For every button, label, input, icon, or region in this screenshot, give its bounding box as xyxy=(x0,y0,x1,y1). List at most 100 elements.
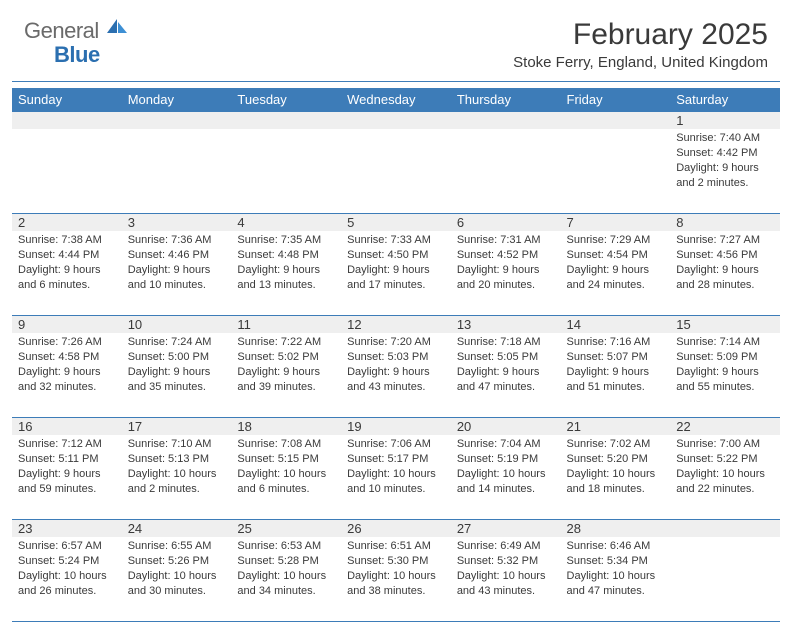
daynum-row: 232425262728 xyxy=(12,520,780,537)
day-info-line: Daylight: 10 hours and 26 minutes. xyxy=(18,569,118,599)
daynum-row: 1 xyxy=(12,112,780,129)
calendar: Sunday Monday Tuesday Wednesday Thursday… xyxy=(0,82,792,622)
day-number: 8 xyxy=(670,214,780,231)
day-info-line: Daylight: 9 hours and 39 minutes. xyxy=(237,365,337,395)
week-row: Sunrise: 6:57 AMSunset: 5:24 PMDaylight:… xyxy=(12,537,780,622)
day-cell: Sunrise: 7:14 AMSunset: 5:09 PMDaylight:… xyxy=(670,333,780,417)
week-row: Sunrise: 7:40 AMSunset: 4:42 PMDaylight:… xyxy=(12,129,780,214)
day-info-line: Daylight: 10 hours and 47 minutes. xyxy=(567,569,667,599)
weekday-header: Monday xyxy=(122,88,232,112)
weekday-header: Tuesday xyxy=(231,88,341,112)
day-number: 2 xyxy=(12,214,122,231)
day-cell: Sunrise: 7:29 AMSunset: 4:54 PMDaylight:… xyxy=(561,231,671,315)
brand-part2: Blue xyxy=(54,42,100,68)
day-info-line: Daylight: 9 hours and 2 minutes. xyxy=(676,161,776,191)
day-info-line: Sunset: 5:24 PM xyxy=(18,554,118,569)
day-number: 7 xyxy=(561,214,671,231)
day-info-line: Sunset: 5:28 PM xyxy=(237,554,337,569)
day-cell: Sunrise: 7:35 AMSunset: 4:48 PMDaylight:… xyxy=(231,231,341,315)
day-number: 17 xyxy=(122,418,232,435)
day-info-line: Sunrise: 7:04 AM xyxy=(457,437,557,452)
day-number xyxy=(341,112,451,129)
day-number: 24 xyxy=(122,520,232,537)
weekday-header-row: Sunday Monday Tuesday Wednesday Thursday… xyxy=(12,88,780,112)
day-info-line: Sunrise: 7:33 AM xyxy=(347,233,447,248)
day-info-line: Sunrise: 7:24 AM xyxy=(128,335,228,350)
day-info-line: Sunrise: 7:36 AM xyxy=(128,233,228,248)
day-cell: Sunrise: 6:49 AMSunset: 5:32 PMDaylight:… xyxy=(451,537,561,621)
day-cell xyxy=(122,129,232,213)
location-text: Stoke Ferry, England, United Kingdom xyxy=(513,54,768,71)
day-cell: Sunrise: 7:26 AMSunset: 4:58 PMDaylight:… xyxy=(12,333,122,417)
day-cell: Sunrise: 7:24 AMSunset: 5:00 PMDaylight:… xyxy=(122,333,232,417)
day-info-line: Sunrise: 6:49 AM xyxy=(457,539,557,554)
day-cell: Sunrise: 7:04 AMSunset: 5:19 PMDaylight:… xyxy=(451,435,561,519)
day-cell: Sunrise: 7:16 AMSunset: 5:07 PMDaylight:… xyxy=(561,333,671,417)
day-number: 14 xyxy=(561,316,671,333)
daynum-row: 16171819202122 xyxy=(12,418,780,435)
day-info-line: Sunset: 4:56 PM xyxy=(676,248,776,263)
day-info-line: Sunset: 4:54 PM xyxy=(567,248,667,263)
day-info-line: Daylight: 9 hours and 20 minutes. xyxy=(457,263,557,293)
day-number: 26 xyxy=(341,520,451,537)
day-number: 21 xyxy=(561,418,671,435)
day-info-line: Sunset: 4:50 PM xyxy=(347,248,447,263)
day-info-line: Daylight: 9 hours and 6 minutes. xyxy=(18,263,118,293)
day-info-line: Daylight: 10 hours and 14 minutes. xyxy=(457,467,557,497)
day-info-line: Sunset: 5:07 PM xyxy=(567,350,667,365)
day-info-line: Sunrise: 6:53 AM xyxy=(237,539,337,554)
weekday-header: Thursday xyxy=(451,88,561,112)
day-number: 16 xyxy=(12,418,122,435)
day-cell xyxy=(670,537,780,621)
day-info-line: Sunrise: 6:57 AM xyxy=(18,539,118,554)
day-info-line: Sunset: 4:58 PM xyxy=(18,350,118,365)
weekday-header: Sunday xyxy=(12,88,122,112)
day-cell xyxy=(561,129,671,213)
day-cell: Sunrise: 7:38 AMSunset: 4:44 PMDaylight:… xyxy=(12,231,122,315)
week-row: Sunrise: 7:26 AMSunset: 4:58 PM Daylight:… xyxy=(12,333,780,418)
day-info-line: Sunset: 5:11 PM xyxy=(18,452,118,467)
day-info-line: Sunrise: 7:40 AM xyxy=(676,131,776,146)
day-number: 18 xyxy=(231,418,341,435)
day-info-line: Sunrise: 7:18 AM xyxy=(457,335,557,350)
day-info-line: Sunset: 5:22 PM xyxy=(676,452,776,467)
day-info-line: Sunrise: 7:08 AM xyxy=(237,437,337,452)
day-cell: Sunrise: 7:20 AMSunset: 5:03 PMDaylight:… xyxy=(341,333,451,417)
day-number xyxy=(561,112,671,129)
day-info-line: Sunrise: 7:38 AM xyxy=(18,233,118,248)
day-cell: Sunrise: 7:00 AMSunset: 5:22 PMDaylight:… xyxy=(670,435,780,519)
day-info-line: Sunrise: 7:26 AM xyxy=(18,335,118,350)
day-number: 6 xyxy=(451,214,561,231)
weekday-header: Wednesday xyxy=(341,88,451,112)
day-cell xyxy=(451,129,561,213)
day-info-line: Daylight: 10 hours and 30 minutes. xyxy=(128,569,228,599)
day-info-line: Sunrise: 7:31 AM xyxy=(457,233,557,248)
day-cell: Sunrise: 7:22 AMSunset: 5:02 PMDaylight:… xyxy=(231,333,341,417)
day-info-line: Sunset: 5:13 PM xyxy=(128,452,228,467)
day-cell: Sunrise: 6:55 AMSunset: 5:26 PMDaylight:… xyxy=(122,537,232,621)
day-info-line: Sunset: 4:42 PM xyxy=(676,146,776,161)
day-cell: Sunrise: 7:18 AMSunset: 5:05 PMDaylight:… xyxy=(451,333,561,417)
day-cell: Sunrise: 7:10 AMSunset: 5:13 PMDaylight:… xyxy=(122,435,232,519)
day-number: 11 xyxy=(231,316,341,333)
day-info-line: Daylight: 10 hours and 38 minutes. xyxy=(347,569,447,599)
day-info-line: Sunrise: 7:20 AM xyxy=(347,335,447,350)
day-number xyxy=(12,112,122,129)
day-info-line: Sunset: 5:34 PM xyxy=(567,554,667,569)
day-number: 1 xyxy=(670,112,780,129)
day-info-line: Daylight: 10 hours and 6 minutes. xyxy=(237,467,337,497)
day-info-line: Sunrise: 7:06 AM xyxy=(347,437,447,452)
brand-sail-icon xyxy=(105,17,129,42)
day-info-line: Daylight: 9 hours and 10 minutes. xyxy=(128,263,228,293)
brand-part1: General xyxy=(24,18,99,44)
day-info-line: Daylight: 10 hours and 2 minutes. xyxy=(128,467,228,497)
daynum-row: 9101112131415 xyxy=(12,316,780,333)
day-number: 15 xyxy=(670,316,780,333)
day-info-line: Daylight: 9 hours and 43 minutes. xyxy=(347,365,447,395)
day-cell: Sunrise: 7:06 AMSunset: 5:17 PMDaylight:… xyxy=(341,435,451,519)
day-cell: Sunrise: 6:46 AMSunset: 5:34 PMDaylight:… xyxy=(561,537,671,621)
day-info-line: Sunrise: 6:46 AM xyxy=(567,539,667,554)
day-number: 19 xyxy=(341,418,451,435)
day-cell: Sunrise: 6:57 AMSunset: 5:24 PMDaylight:… xyxy=(12,537,122,621)
day-info-line: Sunrise: 7:35 AM xyxy=(237,233,337,248)
